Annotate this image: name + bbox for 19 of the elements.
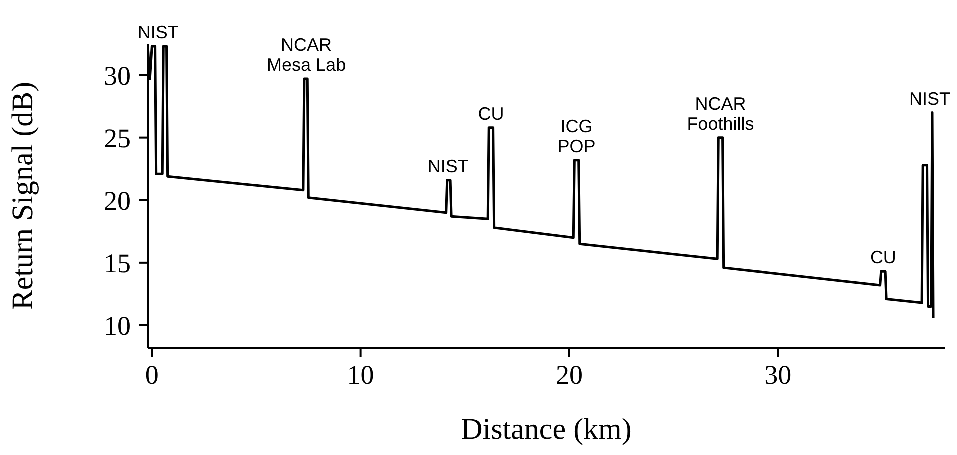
annotation: NIST [428, 156, 469, 176]
x-tick-label: 30 [764, 360, 792, 390]
y-tick-label: 30 [104, 60, 131, 91]
y-tick-label: 10 [104, 311, 131, 342]
annotation: NCAR Mesa Lab [267, 35, 346, 76]
annotation: NIST [909, 88, 950, 109]
x-tick-label: 20 [556, 360, 583, 390]
annotation: CU [478, 104, 504, 124]
y-tick-label: 15 [104, 248, 131, 279]
annotation: NCAR Foothills [687, 94, 754, 134]
x-axis-title: Distance (km) [461, 413, 632, 446]
annotation: ICG POP [558, 116, 596, 156]
y-tick-label: 20 [104, 186, 131, 216]
x-tick-label: 10 [347, 360, 374, 390]
annotation: NIST [138, 22, 179, 42]
annotation: CU [870, 248, 896, 268]
x-tick-label: 0 [145, 360, 159, 390]
y-axis-title: Return Signal (dB) [6, 82, 40, 310]
y-tick-label: 25 [104, 123, 131, 154]
